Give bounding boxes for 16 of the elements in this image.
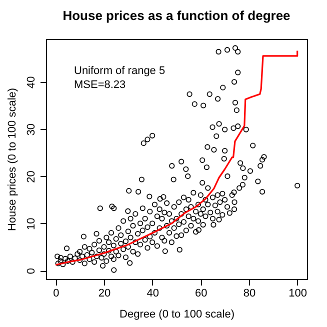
y-tick-label: 40 xyxy=(26,76,38,89)
x-axis-title: Degree (0 to 100 scale) xyxy=(120,308,234,320)
annotation: Uniform of range 5 xyxy=(74,65,166,77)
x-tick-label: 100 xyxy=(288,288,308,300)
x-tick-label: 80 xyxy=(243,288,256,300)
x-tick-label: 60 xyxy=(195,288,208,300)
y-tick-label: 10 xyxy=(26,218,38,230)
chart-title: House prices as a function of degree xyxy=(62,8,290,23)
x-tick-label: 0 xyxy=(53,288,60,300)
y-tick-label: 0 xyxy=(26,268,38,274)
y-axis-title: House prices (0 to 100 scale) xyxy=(6,88,18,232)
x-tick-label: 20 xyxy=(98,288,111,300)
y-tick-label: 30 xyxy=(26,123,38,136)
y-tick-label: 20 xyxy=(26,170,38,183)
annotation: MSE=8.23 xyxy=(74,79,126,91)
x-tick-label: 40 xyxy=(146,288,159,300)
